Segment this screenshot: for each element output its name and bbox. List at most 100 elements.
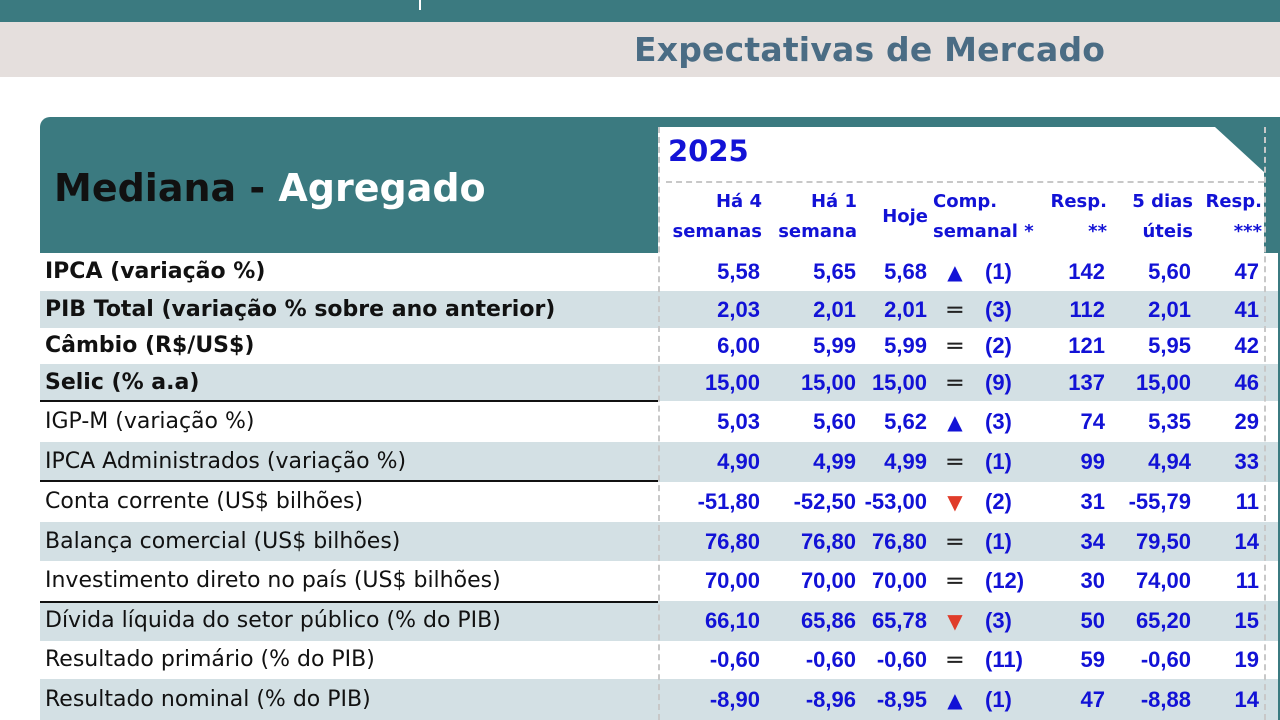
row-label: PIB Total (variação % sobre ano anterior… <box>45 297 556 322</box>
columns-header-area <box>658 127 1264 253</box>
cell-hoje: 5,68 <box>884 259 927 284</box>
cell-resp3: 33 <box>1234 449 1259 474</box>
triangle-down-icon: ▼ <box>947 490 963 514</box>
cell-dias5: 79,50 <box>1135 529 1191 554</box>
triangle-up-icon: ▲ <box>947 688 963 712</box>
panel-title-mediana: Mediana - <box>54 166 279 210</box>
cell-ha1: 70,00 <box>800 568 856 593</box>
col-ha4-line1: Há 4 <box>715 191 762 212</box>
cell-weeks: (3) <box>985 608 1012 633</box>
table-row-stripe <box>40 522 1280 561</box>
row-label: Dívida líquida do setor público (% do PI… <box>45 608 501 633</box>
row-label: Investimento direto no país (US$ bilhões… <box>45 568 501 593</box>
col-resp3-header: Resp. *** <box>1200 187 1262 247</box>
cell-resp: 31 <box>1080 489 1105 514</box>
cell-ha4: -51,80 <box>697 489 760 514</box>
table-row-stripe <box>40 442 1280 482</box>
col-ha4-header: Há 4 semanas <box>660 187 763 247</box>
cell-hoje: -8,95 <box>876 687 927 712</box>
cell-dias5: 4,94 <box>1148 449 1191 474</box>
cell-weeks: (1) <box>985 687 1012 712</box>
cell-dias5: -0,60 <box>1140 647 1191 672</box>
col-resp-line1: Resp. <box>1050 191 1107 212</box>
cell-weeks: (1) <box>985 259 1012 284</box>
cell-resp3: 41 <box>1234 297 1259 322</box>
equal-icon: ═ <box>947 296 963 324</box>
table-row-stripe <box>40 679 1280 720</box>
group-separator <box>40 400 658 402</box>
col-5dias-line2: úteis <box>1142 221 1193 242</box>
row-label: IPCA (variação %) <box>45 259 266 284</box>
cell-dias5: 5,60 <box>1148 259 1191 284</box>
row-label: Resultado nominal (% do PIB) <box>45 687 371 712</box>
cell-resp: 59 <box>1080 647 1105 672</box>
cell-hoje: 4,99 <box>884 449 927 474</box>
triangle-up-icon: ▲ <box>947 260 963 284</box>
top-bar-divider <box>419 0 421 10</box>
cell-dias5: -55,79 <box>1128 489 1191 514</box>
col-comp-line2: semanal * <box>933 221 1034 242</box>
col-resp-line2: ** <box>1088 221 1107 242</box>
cell-weeks: (1) <box>985 529 1012 554</box>
cell-resp3: 19 <box>1234 647 1259 672</box>
col-comp-line1: Comp. <box>933 191 998 212</box>
triangle-down-icon: ▼ <box>947 609 963 633</box>
cell-ha1: -52,50 <box>793 489 856 514</box>
cell-dias5: 15,00 <box>1135 370 1191 395</box>
cell-resp: 50 <box>1080 608 1105 633</box>
cell-resp: 30 <box>1080 568 1105 593</box>
table-row-stripe <box>40 291 1280 328</box>
cell-ha1: 76,80 <box>800 529 856 554</box>
panel-title: Mediana - Agregado <box>54 166 486 210</box>
cell-hoje: 2,01 <box>884 297 927 322</box>
cell-dias5: 5,35 <box>1148 409 1191 434</box>
right-border <box>1278 253 1280 720</box>
col-hoje-line1: Hoje <box>882 206 928 227</box>
cell-hoje: 15,00 <box>871 370 927 395</box>
top-bar <box>0 0 1280 22</box>
column-divider-left <box>658 127 660 720</box>
cell-resp3: 11 <box>1235 489 1259 514</box>
cell-resp: 137 <box>1068 370 1105 395</box>
cell-weeks: (9) <box>985 370 1012 395</box>
cell-ha4: 4,90 <box>717 449 760 474</box>
cell-resp3: 14 <box>1234 529 1259 554</box>
cell-ha4: 76,80 <box>704 529 760 554</box>
cell-ha4: 2,03 <box>717 297 760 322</box>
cell-ha1: 5,99 <box>813 333 856 358</box>
group-separator <box>40 601 658 603</box>
cell-weeks: (12) <box>985 568 1025 593</box>
col-resp-header: Resp. ** <box>1040 187 1107 247</box>
cell-weeks: (1) <box>985 449 1012 474</box>
col-5dias-line1: 5 dias <box>1132 191 1193 212</box>
corner-decoration <box>1215 127 1264 172</box>
cell-ha4: 5,58 <box>717 259 760 284</box>
cell-ha1: 4,99 <box>813 449 856 474</box>
cell-dias5: -8,88 <box>1140 687 1191 712</box>
cell-ha4: 70,00 <box>704 568 760 593</box>
cell-ha4: -8,90 <box>709 687 760 712</box>
cell-ha1: -0,60 <box>805 647 856 672</box>
equal-icon: ═ <box>947 448 963 476</box>
cell-weeks: (11) <box>985 647 1023 672</box>
col-comp-header: Comp. semanal * <box>933 187 1043 247</box>
col-ha1-line2: semana <box>778 221 857 242</box>
year-label: 2025 <box>668 134 749 168</box>
col-ha1-header: Há 1 semana <box>764 187 857 247</box>
cell-ha4: 66,10 <box>704 608 760 633</box>
cell-hoje: 5,62 <box>884 409 927 434</box>
cell-weeks: (2) <box>985 489 1012 514</box>
cell-resp3: 46 <box>1234 370 1259 395</box>
cell-ha1: -8,96 <box>805 687 856 712</box>
cell-ha4: 15,00 <box>704 370 760 395</box>
cell-hoje: 76,80 <box>871 529 927 554</box>
table-row-stripe <box>40 601 1280 641</box>
cell-resp: 47 <box>1080 687 1105 712</box>
cell-resp3: 15 <box>1234 608 1259 633</box>
title-bar: Expectativas de Mercado <box>0 22 1280 77</box>
cell-weeks: (3) <box>985 297 1012 322</box>
cell-hoje: 5,99 <box>884 333 927 358</box>
cell-dias5: 5,95 <box>1148 333 1191 358</box>
cell-ha1: 5,60 <box>813 409 856 434</box>
cell-dias5: 65,20 <box>1135 608 1191 633</box>
